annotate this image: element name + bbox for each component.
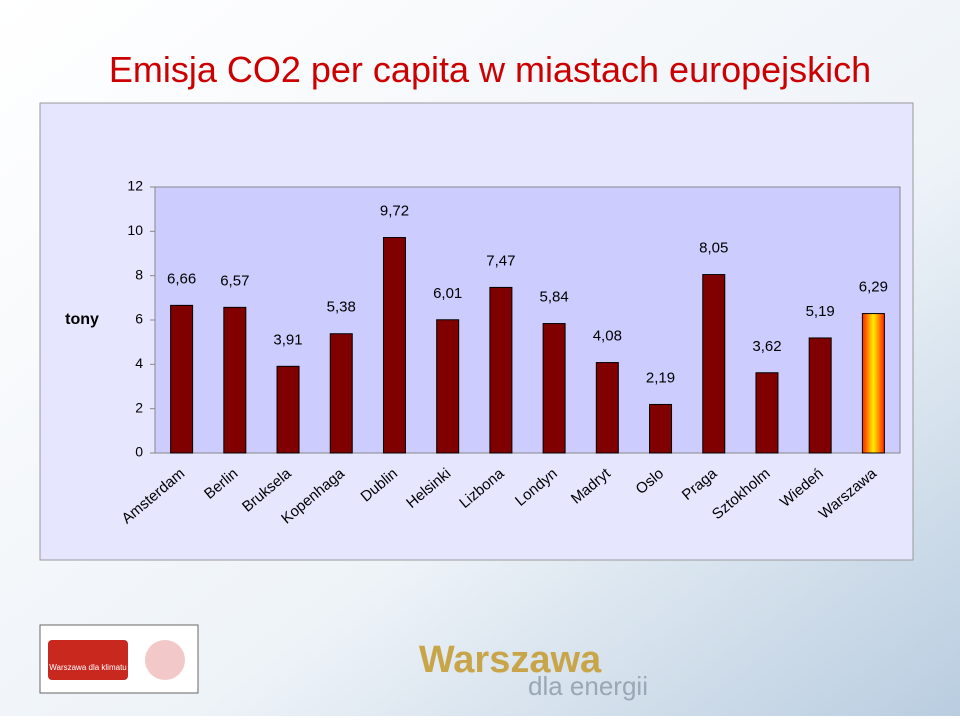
y-tick-label: 8 bbox=[135, 266, 143, 282]
bar bbox=[489, 286, 513, 454]
logo-left: Warszawa dla klimatu bbox=[49, 663, 127, 672]
value-label: 5,38 bbox=[327, 299, 356, 316]
bar bbox=[755, 372, 779, 454]
bar bbox=[223, 306, 247, 454]
y-tick-label: 2 bbox=[135, 399, 143, 415]
plot-area bbox=[154, 186, 901, 454]
value-label: 2,19 bbox=[646, 369, 675, 386]
bar bbox=[808, 337, 832, 454]
value-label: 6,29 bbox=[859, 279, 888, 296]
chart-title: Emisja CO2 per capita w miastach europej… bbox=[109, 49, 871, 90]
value-label: 6,01 bbox=[433, 285, 462, 302]
bar bbox=[276, 365, 300, 454]
bar bbox=[542, 323, 566, 454]
bar bbox=[649, 403, 673, 454]
value-label: 5,19 bbox=[806, 303, 835, 320]
y-tick-label: 6 bbox=[135, 311, 143, 327]
y-tick-label: 10 bbox=[127, 222, 143, 238]
value-label: 5,84 bbox=[540, 289, 569, 306]
logo-icon bbox=[48, 640, 128, 680]
bar bbox=[702, 274, 726, 454]
value-label: 9,72 bbox=[380, 203, 409, 220]
bar bbox=[595, 362, 619, 454]
y-axis-label: tony bbox=[65, 311, 99, 328]
logo-icon bbox=[145, 640, 185, 680]
value-label: 6,66 bbox=[167, 270, 196, 287]
bar bbox=[382, 237, 406, 454]
value-label: 3,91 bbox=[273, 331, 302, 348]
y-tick-label: 12 bbox=[127, 178, 143, 194]
y-tick-label: 4 bbox=[135, 355, 143, 371]
value-label: 6,57 bbox=[220, 272, 249, 289]
value-label: 3,62 bbox=[752, 338, 781, 355]
value-label: 4,08 bbox=[593, 328, 622, 345]
bar bbox=[436, 319, 460, 454]
value-label: 8,05 bbox=[699, 240, 728, 257]
bar bbox=[861, 313, 885, 454]
y-tick-label: 0 bbox=[135, 444, 143, 460]
logo-main: Warszawa bbox=[419, 639, 602, 681]
bar bbox=[170, 304, 194, 454]
logo-tagline: dla energii bbox=[528, 671, 648, 701]
value-label: 7,47 bbox=[486, 252, 515, 269]
bar bbox=[329, 333, 353, 454]
